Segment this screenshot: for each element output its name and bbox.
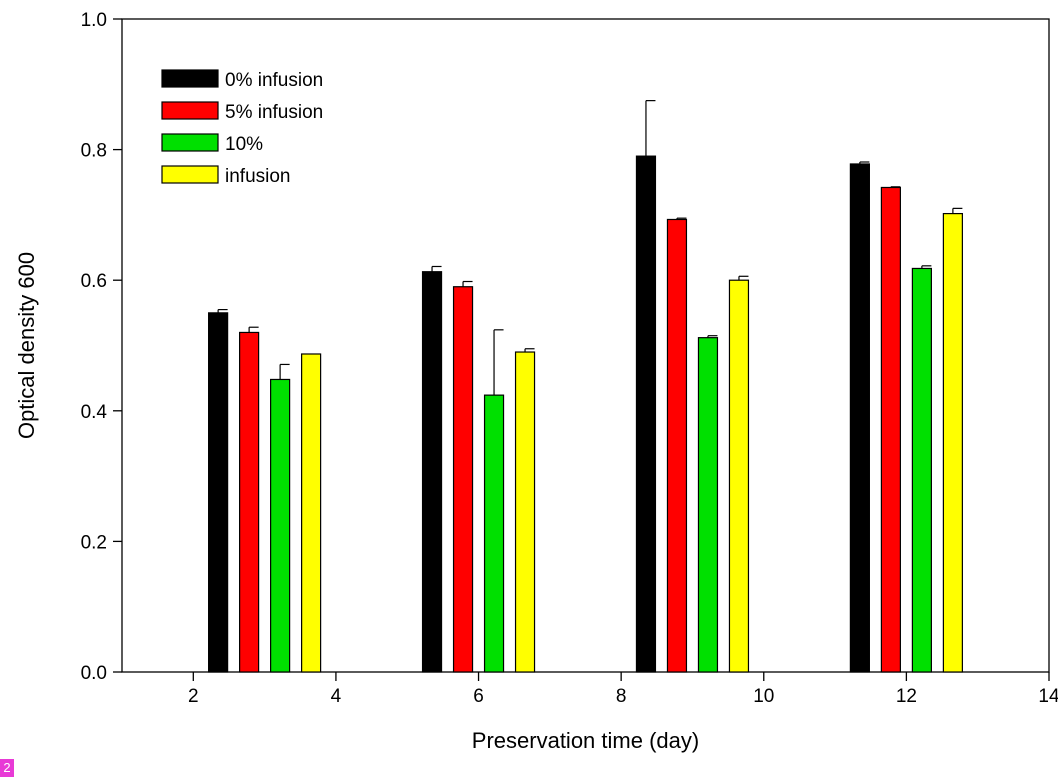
- x-tick-label: 4: [331, 686, 342, 707]
- bar: [697, 337, 719, 673]
- y-tick-label: 0.2: [81, 532, 107, 553]
- bar: [421, 271, 443, 673]
- bar: [514, 351, 536, 673]
- x-tick-label: 10: [753, 686, 774, 707]
- legend-label: 5% infusion: [225, 102, 323, 123]
- bar: [239, 331, 260, 673]
- bar: [208, 312, 229, 673]
- y-tick-label: 0.0: [81, 663, 107, 684]
- figure-badge: 2: [0, 759, 14, 777]
- legend-swatch: [161, 69, 219, 88]
- x-tick-label: 12: [896, 686, 917, 707]
- legend-label: infusion: [225, 166, 291, 187]
- y-tick-label: 0.8: [81, 141, 107, 162]
- legend-swatch: [161, 101, 219, 120]
- bar: [270, 378, 291, 673]
- legend-label: 0% infusion: [225, 70, 323, 91]
- x-tick-label: 14: [1038, 686, 1058, 707]
- x-tick-label: 2: [188, 686, 199, 707]
- bar: [911, 267, 932, 673]
- legend-swatch: [161, 133, 219, 152]
- x-axis-title: Preservation time (day): [472, 728, 699, 753]
- bar: [483, 394, 505, 673]
- y-tick-label: 1.0: [81, 10, 107, 31]
- y-tick-label: 0.4: [81, 402, 108, 423]
- plot-frame: [121, 18, 1050, 673]
- y-tick-label: 0.6: [81, 271, 107, 292]
- bar: [728, 279, 750, 673]
- bar: [666, 218, 688, 673]
- bar: [452, 286, 474, 673]
- legend-swatch: [161, 165, 219, 184]
- bar: [880, 186, 901, 673]
- y-axis-title: Optical density 600: [14, 252, 39, 439]
- legend-label: 10%: [225, 134, 263, 155]
- bar: [942, 212, 963, 673]
- bar: [635, 155, 657, 673]
- x-tick-label: 8: [616, 686, 627, 707]
- x-tick-label: 6: [473, 686, 484, 707]
- bar: [301, 353, 322, 673]
- bar: [849, 163, 870, 673]
